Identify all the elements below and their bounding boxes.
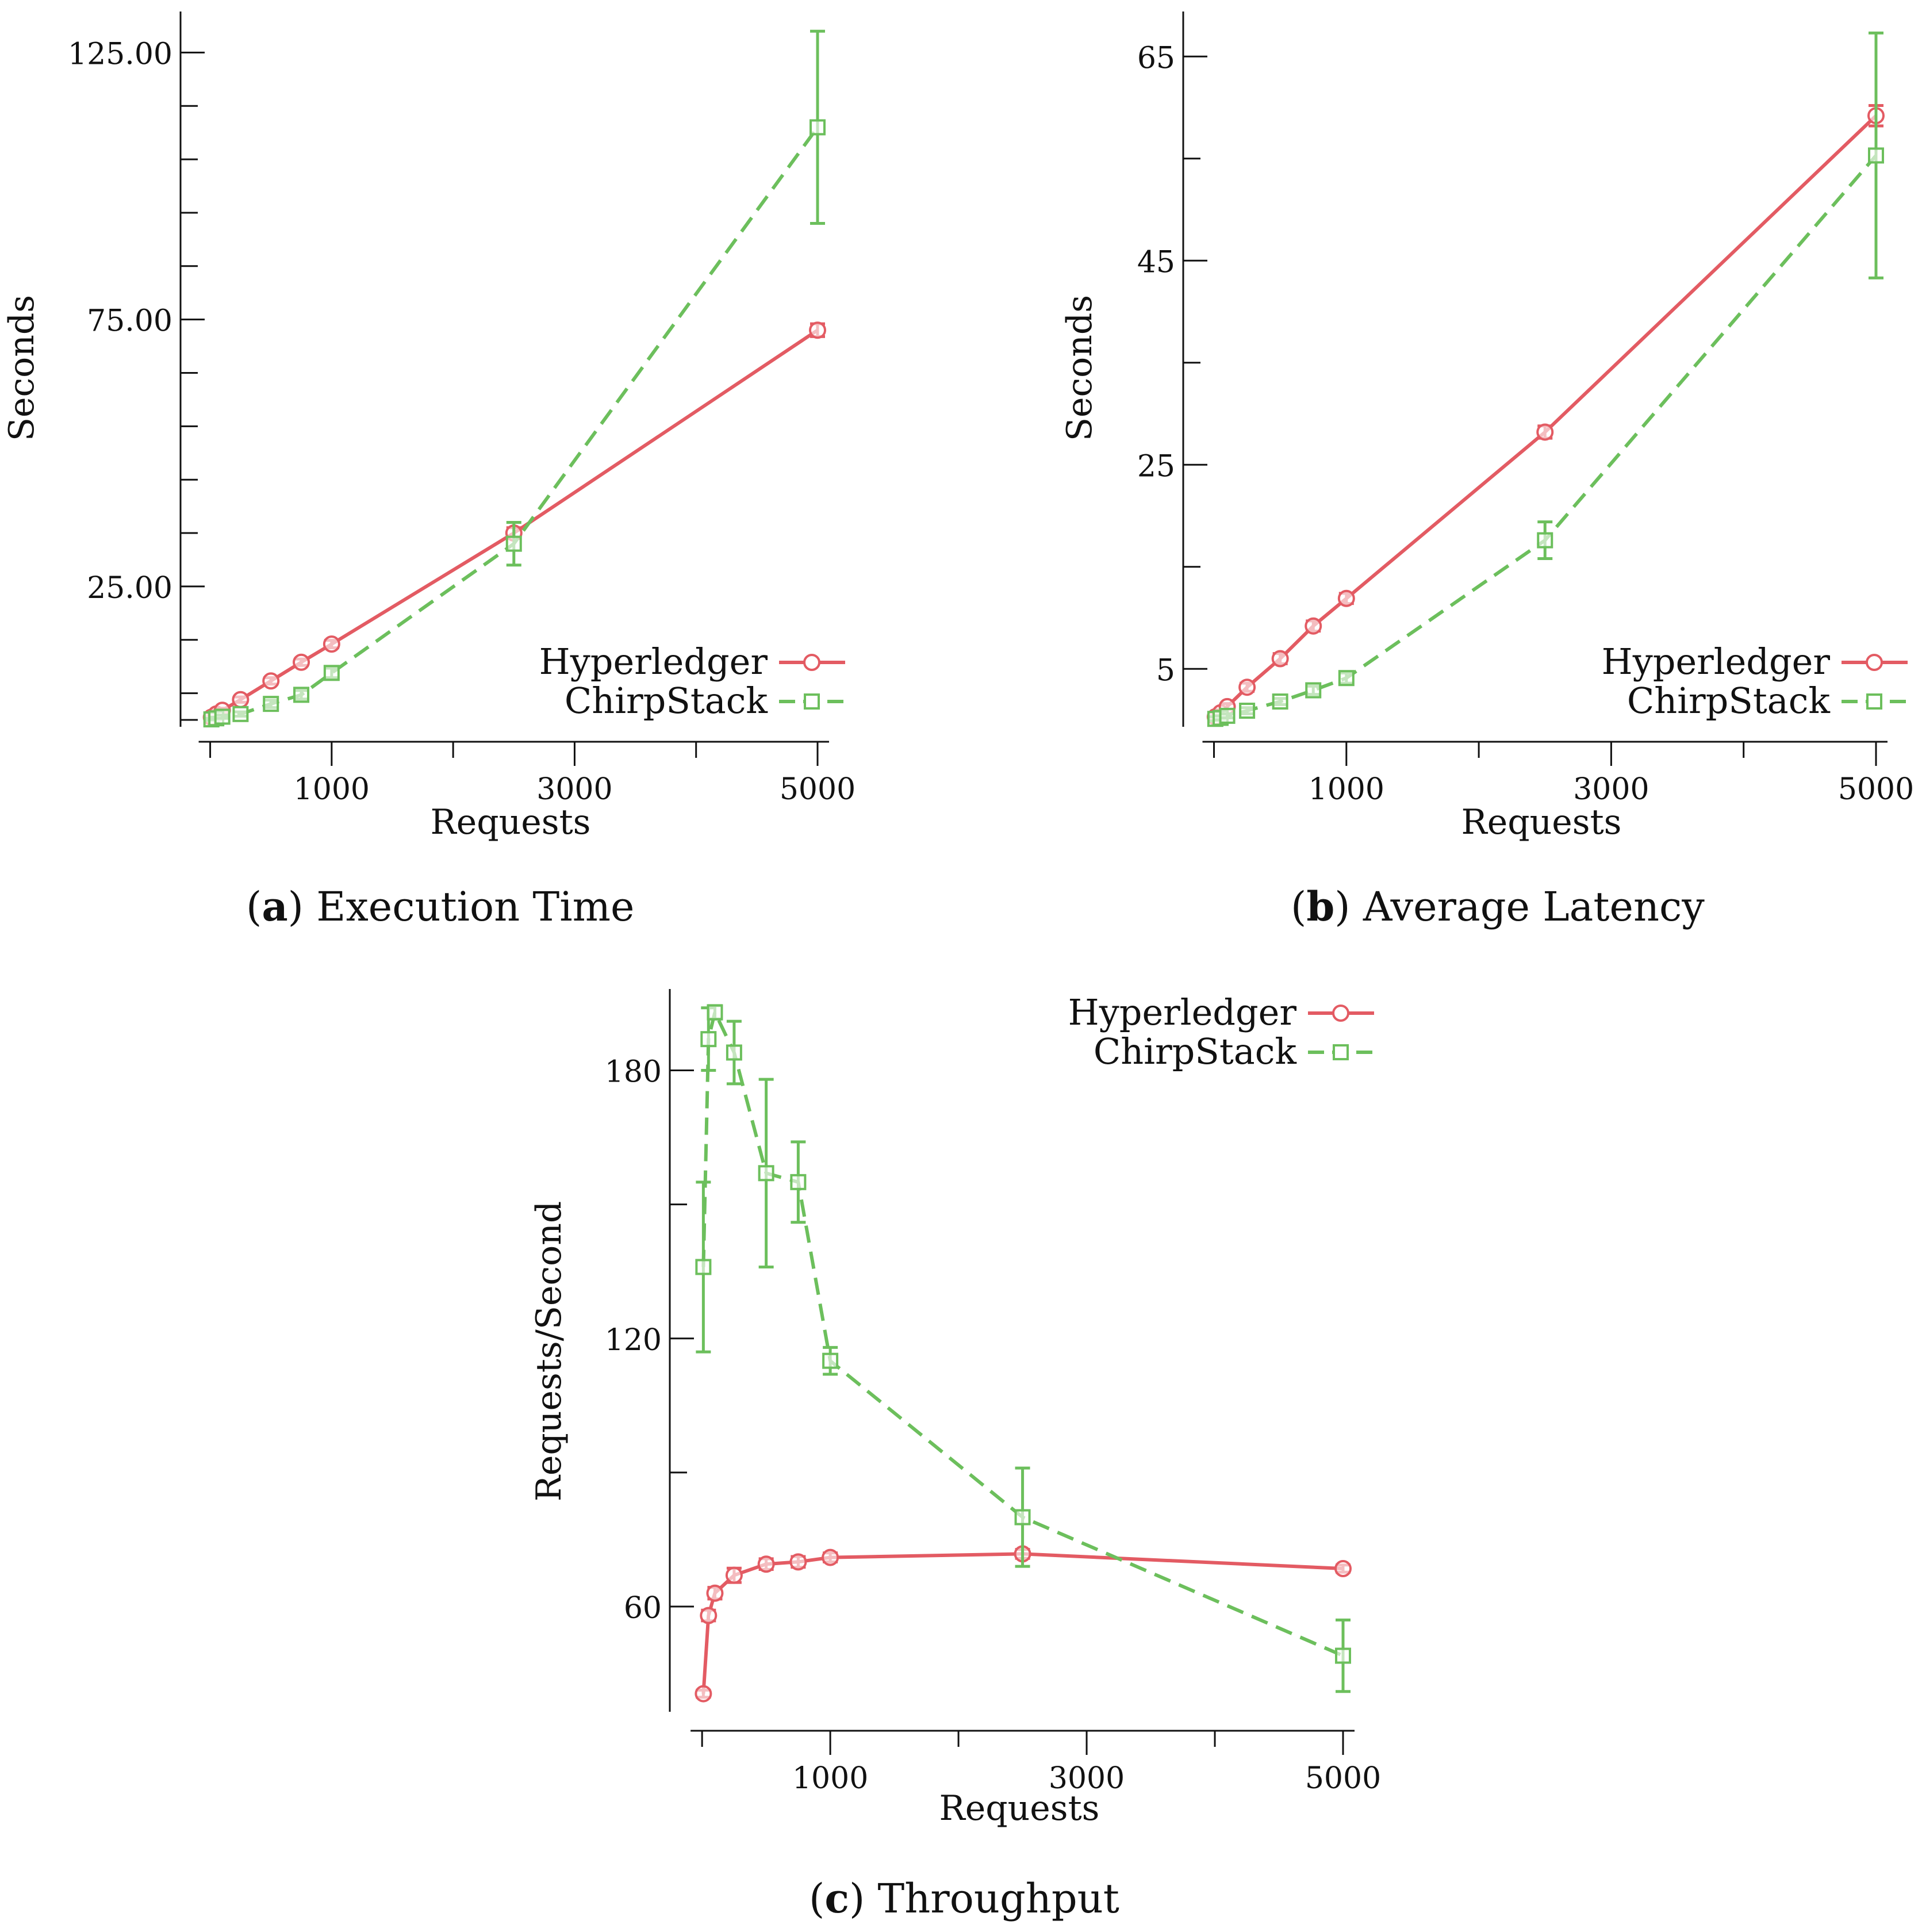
legend-label-chirpstack: ChirpStack xyxy=(1094,1030,1297,1072)
data-point xyxy=(700,1031,717,1048)
data-point xyxy=(822,1352,839,1369)
data-point xyxy=(1272,693,1288,710)
series-hyperledger xyxy=(695,1545,1352,1703)
legend-label-chirpstack: ChirpStack xyxy=(565,680,768,722)
x-tick-label: 3000 xyxy=(536,772,612,807)
legend-marker xyxy=(804,693,820,710)
legend-marker xyxy=(1332,1005,1349,1022)
y-axis-label: Seconds xyxy=(1060,295,1100,441)
data-point xyxy=(323,635,340,653)
data-point xyxy=(214,708,231,725)
series-chirpstack xyxy=(1207,31,1884,727)
execution-time-chart: 25.00 75.00 125.00 1000 3000 5000 Requests Seco… xyxy=(2,12,855,842)
data-point xyxy=(293,653,310,671)
data-point xyxy=(810,119,826,136)
y-tick-label: 25.00 xyxy=(87,571,172,605)
data-point xyxy=(293,687,310,703)
data-point xyxy=(1868,147,1884,164)
data-point xyxy=(1536,423,1554,441)
data-point xyxy=(232,706,249,722)
data-point xyxy=(1305,617,1322,635)
data-point xyxy=(695,1259,712,1275)
data-point xyxy=(1239,703,1256,719)
legend-label-chirpstack: ChirpStack xyxy=(1627,680,1831,722)
x-tick-label: 1000 xyxy=(294,772,370,807)
data-point xyxy=(822,1548,839,1566)
data-point xyxy=(726,1044,742,1061)
data-point xyxy=(790,1174,807,1190)
y-tick-label: 5 xyxy=(1156,653,1175,688)
data-point xyxy=(323,665,340,681)
series-chirpstack xyxy=(695,1004,1351,1693)
data-point xyxy=(695,1685,712,1703)
data-point xyxy=(1334,1559,1352,1577)
x-tick-label: 5000 xyxy=(1305,1761,1381,1796)
data-point xyxy=(262,672,280,690)
caption-a: (a) Execution Time xyxy=(246,883,635,930)
series-line xyxy=(211,126,819,722)
data-point xyxy=(758,1165,774,1182)
data-point xyxy=(1335,1647,1351,1664)
y-tick-label: 45 xyxy=(1137,245,1175,279)
data-point xyxy=(706,1584,724,1602)
y-tick-label: 120 xyxy=(605,1323,662,1358)
series-chirpstack xyxy=(203,29,826,728)
caption-c: (c) Throughput xyxy=(809,1874,1119,1922)
legend-label-hyperledger: Hyperledger xyxy=(1602,641,1831,683)
data-point xyxy=(1238,678,1256,696)
data-point xyxy=(1271,650,1289,668)
data-point xyxy=(1219,707,1236,724)
data-point xyxy=(757,1555,775,1573)
y-tick-label: 65 xyxy=(1137,41,1175,75)
data-point xyxy=(1338,670,1355,687)
data-point xyxy=(809,321,826,339)
data-point xyxy=(505,535,522,552)
average-latency-chart: 5 25 45 65 1000 3000 5000 Requests Seconds Hyperl… xyxy=(1060,12,1914,842)
legend-marker xyxy=(1866,693,1882,710)
x-tick-label: 1000 xyxy=(1309,772,1384,807)
series-hyperledger xyxy=(1206,103,1885,726)
series-line xyxy=(701,1552,1344,1694)
y-tick-label: 60 xyxy=(624,1591,662,1626)
x-axis-label: Requests xyxy=(939,1788,1100,1828)
throughput-chart: 60 120 180 1000 3000 5000 Requests Requests/Sec… xyxy=(529,989,1381,1828)
y-axis-label: Seconds xyxy=(2,295,42,441)
data-point xyxy=(232,691,250,708)
data-point xyxy=(1537,532,1553,549)
x-tick-label: 5000 xyxy=(780,772,855,807)
data-point xyxy=(263,696,279,712)
legend-label-hyperledger: Hyperledger xyxy=(1068,991,1297,1033)
data-point xyxy=(700,1607,718,1624)
y-tick-label: 125.00 xyxy=(68,37,172,71)
y-tick-label: 180 xyxy=(605,1055,662,1090)
data-point xyxy=(1014,1509,1031,1525)
x-tick-label: 3000 xyxy=(1049,1761,1125,1796)
x-tick-label: 1000 xyxy=(792,1761,868,1796)
data-point xyxy=(725,1566,743,1584)
data-point xyxy=(707,1004,723,1021)
x-axis-label: Requests xyxy=(1461,802,1622,842)
data-point xyxy=(1337,589,1355,607)
y-tick-label: 25 xyxy=(1137,449,1175,484)
caption-b: (b) Average Latency xyxy=(1291,883,1705,930)
legend-marker xyxy=(1333,1044,1349,1060)
x-axis-label: Requests xyxy=(431,802,591,842)
x-tick-label: 3000 xyxy=(1573,772,1649,807)
y-tick-label: 75.00 xyxy=(87,304,172,339)
x-tick-label: 5000 xyxy=(1838,772,1914,807)
data-point xyxy=(1305,682,1322,699)
legend-marker xyxy=(1866,654,1883,671)
legend-marker xyxy=(803,654,820,671)
legend-label-hyperledger: Hyperledger xyxy=(539,641,768,683)
data-point xyxy=(789,1553,807,1571)
y-axis-label: Requests/Second xyxy=(529,1201,569,1502)
